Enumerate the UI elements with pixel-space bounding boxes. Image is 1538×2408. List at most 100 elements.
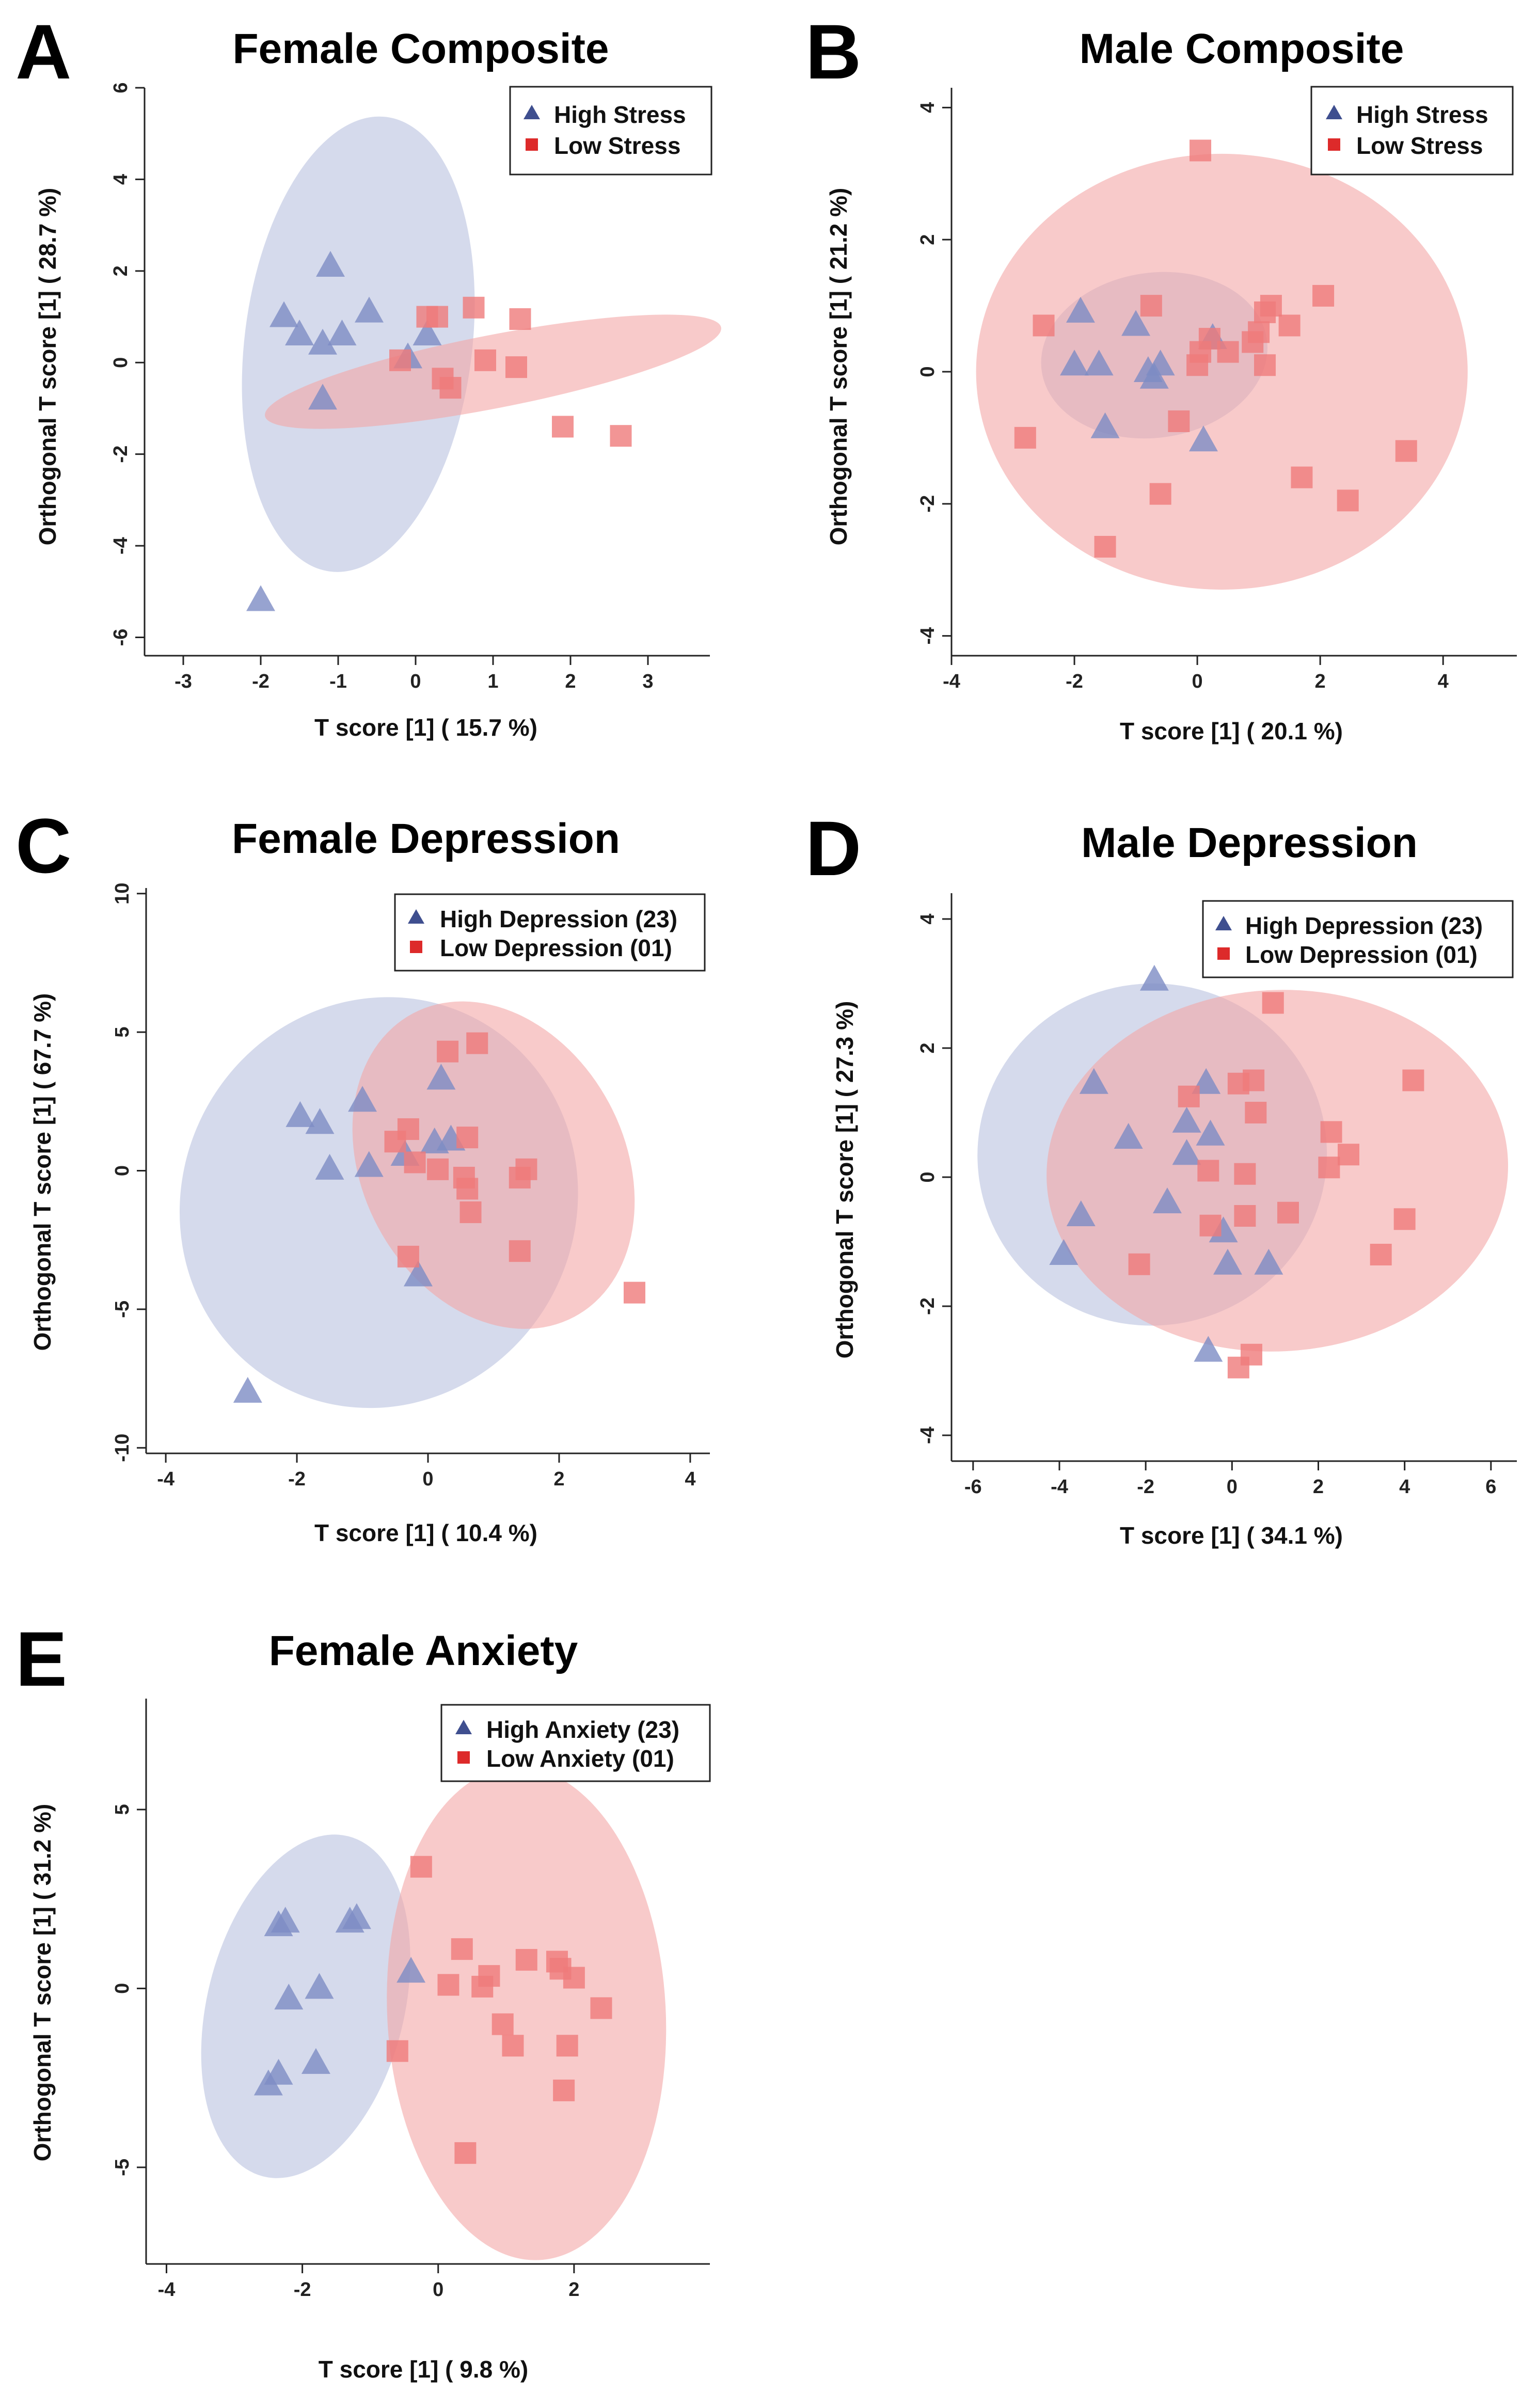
panel-c-point-high [348, 1086, 377, 1112]
panel-b-point-low [1168, 410, 1190, 432]
panel-d-point-high [1066, 1200, 1096, 1226]
panel-a-legend-low: Low Stress [554, 132, 680, 159]
panel-d-point-low [1262, 992, 1284, 1014]
panel-c-xlabel: T score [1] ( 10.4 %) [314, 1519, 537, 1546]
panel-c-point-high [403, 1260, 433, 1287]
panel-a-point-low [463, 296, 485, 319]
panel-e-legend-high: High Anxiety (23) [486, 1716, 679, 1743]
panel-a-point-high [413, 320, 442, 346]
panel-d-legend-box [1202, 900, 1514, 978]
panel-a-ytick-label: 6 [110, 82, 132, 93]
panel-d-point-low [1128, 1253, 1150, 1275]
panel-d-point-low [1227, 1072, 1249, 1095]
panel-c-xtick-label: 0 [422, 1468, 433, 1490]
panel-b-xtick-label: -4 [943, 671, 960, 692]
panel-c-point-low [623, 1281, 645, 1304]
panel-a-xtick-label: -2 [252, 671, 269, 692]
panel-e-point-low [590, 1997, 612, 2019]
panel-d-ytick-label: 2 [917, 1042, 939, 1053]
panel-c-point-high [315, 1153, 344, 1180]
panel-e-point-high [274, 1984, 304, 2010]
panel-c-ytick-label: 10 [112, 883, 133, 905]
panel-a-point-low [552, 416, 574, 438]
panel-d-plot: -6 -4 -2 0 2 4 6 -4 -2 0 2 4 [917, 893, 1517, 1498]
panel-a-ytick-label: 0 [110, 357, 132, 368]
panel-d-xtick-label: 4 [1399, 1476, 1410, 1498]
panel-b-ytick-label: -4 [917, 627, 939, 645]
panel-b-ytick-label: 4 [917, 102, 939, 113]
panel-e-point-low [556, 2035, 578, 2057]
panel-e-legend: High Anxiety (23) Low Anxiety (01) [440, 1704, 711, 1782]
panel-d-point-high [1152, 1187, 1182, 1213]
panel-c-point-high [426, 1064, 456, 1090]
panel-d-legend: High Depression (23) Low Depression (01) [1202, 900, 1514, 978]
panel-b-point-high [1090, 412, 1120, 438]
panel-b-ytick-label: 2 [917, 234, 939, 245]
panel-b-xtick-label: -2 [1066, 671, 1083, 692]
panel-b-point-low [1149, 483, 1171, 505]
panel-c-ytick-label: -10 [112, 1434, 133, 1462]
panel-a-xlabel: T score [1] ( 15.7 %) [314, 714, 537, 741]
panel-e-point-low [553, 2079, 575, 2101]
panel-b-ytick-label: -2 [917, 495, 939, 513]
panel-e-point-high [253, 2069, 283, 2096]
panel-b-point-low [1190, 139, 1212, 162]
panel-a-ytick-label: 4 [110, 174, 132, 185]
panel-e-point-low [454, 2142, 477, 2164]
panel-d-point-high [1079, 1068, 1108, 1094]
panel-d-point-low [1199, 1214, 1222, 1237]
panel-c-point-high [286, 1101, 315, 1127]
panel-d-ylabel: Orthogonal T score [1] ( 27.3 %) [831, 1001, 858, 1359]
panel-e-plot: -4 -2 0 2 -5 0 5 [112, 1699, 710, 2301]
panel-c-point-low [384, 1131, 406, 1153]
panel-e-point-low [491, 2013, 514, 2035]
panel-a-point-high [308, 328, 337, 355]
panel-b-xtick-label: 2 [1315, 671, 1326, 692]
panel-a-ellipse-low [265, 314, 721, 429]
panel-a-point-low [474, 349, 496, 371]
panel-c-ytick-label: 0 [112, 1165, 133, 1176]
panel-c-point-low [456, 1178, 479, 1200]
panel-e-legend-low: Low Anxiety (01) [486, 1745, 674, 1772]
panel-e-point-high [342, 1903, 371, 1929]
panel-b-point-low [1094, 535, 1116, 558]
panel-b-ylabel: Orthogonal T score [1] ( 21.2 %) [825, 188, 852, 546]
panel-c-ytick-label: -5 [112, 1301, 133, 1318]
panel-e-legend-box [440, 1704, 711, 1782]
panel-d-point-low [1227, 1356, 1249, 1379]
panel-b-legend-high-icon [1326, 105, 1342, 119]
panel-b-xlabel: T score [1] ( 20.1 %) [1120, 718, 1343, 744]
panel-c-legend-low-icon [410, 941, 422, 953]
panel-d-point-low [1370, 1244, 1392, 1265]
panel-e-point-low [386, 2040, 408, 2062]
panel-c-xtick-label: -2 [288, 1468, 306, 1490]
panel-c-xtick-label: 4 [685, 1468, 695, 1490]
panel-b-legend: High Stress Low Stress [1310, 86, 1514, 176]
panel-b-ellipse-low [976, 153, 1468, 590]
panel-e-point-high [305, 1973, 334, 1999]
panel-c-legend-high: High Depression (23) [440, 906, 677, 932]
panel-b-point-low [1312, 284, 1335, 307]
panel-b-point-low [1254, 301, 1276, 323]
panel-b-point-high [1188, 425, 1218, 452]
panel-e-point-high [301, 2048, 330, 2074]
panel-a-ytick-label: -2 [110, 446, 132, 463]
panel-c-xtick-label: -4 [157, 1468, 175, 1490]
panel-a: A Female Composite -3 -2 -1 0 1 2 3-6-4-20246 … [15, 8, 721, 741]
panel-a-xtick-label: 1 [487, 671, 498, 692]
panel-e-xtick-label: 2 [568, 2279, 579, 2301]
panel-e-point-low [515, 1948, 537, 1971]
panel-d-xtick-label: 6 [1485, 1476, 1496, 1498]
panel-a-point-low [439, 377, 462, 399]
panel-d-point-low [1320, 1121, 1342, 1143]
panel-e-ytick-label: 5 [112, 1804, 133, 1815]
panel-d-ytick-label: -4 [917, 1427, 939, 1444]
panel-a-point-low [505, 356, 527, 378]
panel-d-point-low [1393, 1208, 1416, 1230]
panel-b-plot: -4 -2 0 2 4 -4 -2 0 2 4 [917, 88, 1517, 692]
panel-c-point-low [397, 1245, 419, 1268]
panel-b-point-low [1186, 354, 1209, 376]
panel-b-xtick-label: 4 [1438, 671, 1449, 692]
panel-d-legend-low: Low Depression (01) [1245, 941, 1478, 968]
panel-b-point-high [1084, 350, 1114, 376]
